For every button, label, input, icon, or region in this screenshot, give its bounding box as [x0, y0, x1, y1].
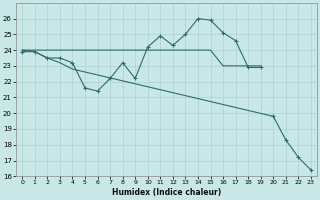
X-axis label: Humidex (Indice chaleur): Humidex (Indice chaleur) — [112, 188, 221, 197]
